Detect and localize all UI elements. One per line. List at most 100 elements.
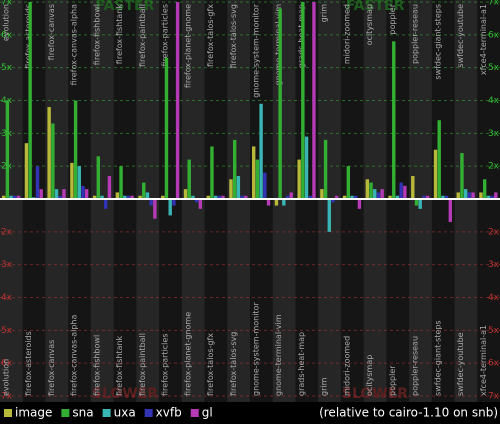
bar [217,195,222,199]
bar [285,195,290,199]
category-label: ocitysmap [365,355,374,396]
bar [13,195,17,199]
column-band [227,0,251,402]
category-label: grads-heat-map [297,332,306,396]
bar [92,195,97,199]
bar [441,195,445,199]
bar [486,195,491,199]
category-label: gnome-terminal-vim [274,314,283,396]
bar [81,185,85,199]
y-tick-label: 2x [1,227,13,237]
bar [70,162,74,199]
category-label: firefox-canvas-alpha [70,315,79,396]
bar [77,166,81,199]
bar [392,41,396,200]
y-tick-label: 2x [488,162,500,172]
bar [191,195,195,199]
bar [259,103,263,199]
category-label: poppler [388,365,397,396]
column-band [340,0,365,402]
bar [5,100,10,199]
bar [164,57,169,199]
category-label: poppler-reseau [411,4,420,64]
bar [142,182,146,199]
category-label: gnome-system-monitor [252,3,261,97]
column-band [136,0,160,402]
category-label: evolution [2,359,11,396]
category-label: midori-zoomed [342,4,351,64]
bar [104,199,108,209]
legend-swatch [61,409,70,417]
y-tick-label: 3x [488,129,500,139]
bar [35,166,40,199]
y-tick-label: 6x [1,359,13,369]
category-label: grim [320,4,329,23]
legend-swatch [144,409,153,417]
category-label: firefox-fishtank [115,335,124,396]
bar [130,195,134,199]
y-tick-label: 6x [488,359,500,369]
bar [194,199,199,203]
bar [380,189,384,199]
faster-label: FASTER [346,0,405,14]
y-tick-label: 6x [1,30,13,40]
category-label: firefox-talos-svg [229,332,238,396]
bar [369,182,373,199]
column-band [363,0,387,402]
legend-label: uxa [114,406,136,420]
bar [304,136,309,199]
bar [28,2,32,199]
y-tick-label: 5x [488,63,500,73]
bar [448,199,453,222]
category-label: firefox-asteroids [24,331,33,396]
legend-swatch [190,409,199,417]
bar [9,195,13,199]
category-label: xfce4-terminal-a1 [479,4,488,75]
y-tick-label: 3x [488,260,500,270]
bar [403,185,407,199]
bar [54,189,59,199]
bar [388,195,392,199]
bar [206,195,210,199]
legend-label: sna [72,406,93,420]
bar [312,2,316,199]
bar [73,100,78,199]
bar [278,8,282,200]
bar [320,189,324,199]
category-label: firefox-canvas-alpha [70,4,79,85]
category-label: firefox-fishbowl [92,4,101,65]
bar [229,179,233,199]
y-tick-label: 3x [1,260,13,270]
bar [482,179,487,199]
bar [221,195,225,199]
bar [365,179,370,199]
column-band [431,0,456,402]
bar [161,195,165,199]
column-band [386,0,410,402]
legend-bar [0,402,500,424]
y-tick-label: 4x [1,293,13,303]
bar [414,199,419,206]
category-label: midori-zoomed [342,336,351,396]
bar [172,199,176,206]
bar [323,139,328,199]
bar [342,195,347,199]
y-tick-label: 4x [488,293,500,303]
bar [187,159,191,199]
y-tick-label: 4x [488,96,500,106]
legend-label: xvfb [156,406,182,420]
bar [274,199,279,206]
bar [62,189,66,199]
legend-swatch [102,409,111,417]
category-label: evolution [2,4,11,41]
category-label: firefox-fishbowl [92,335,101,396]
column-band [250,0,274,402]
category-label: swfdec-giant-steps [433,320,442,396]
bar [138,195,142,199]
bar [411,176,415,199]
y-tick-label: 7x [488,0,500,8]
category-label: xfce4-terminal-a1 [479,325,488,396]
bar [373,189,377,199]
category-label: firefox-paintball [138,333,147,396]
